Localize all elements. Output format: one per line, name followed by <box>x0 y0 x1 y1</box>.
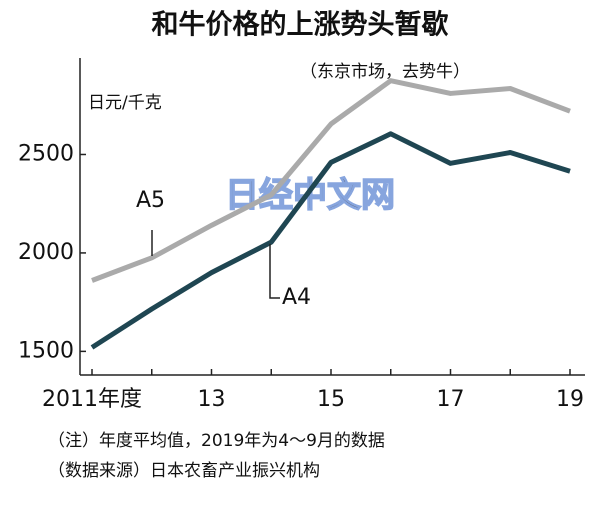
series-label: A4 <box>282 285 311 310</box>
x-tick-label: 17 <box>437 387 465 412</box>
y-axis-label: 日元/千克 <box>88 93 162 113</box>
y-tick-label: 2500 <box>18 141 74 166</box>
x-tick-label: 19 <box>556 387 584 412</box>
chart-subtitle: （东京市场，去势牛） <box>300 62 470 82</box>
x-tick-label: 13 <box>198 387 226 412</box>
series-label: A5 <box>136 188 165 213</box>
y-tick-label: 1500 <box>18 338 74 363</box>
watermark: 日经中文网 <box>225 176 395 216</box>
note: （注）年度平均值，2019年为4～9月的数据 <box>48 431 385 451</box>
x-tick-label: 2011年度 <box>42 387 142 412</box>
x-tick-label: 15 <box>317 387 345 412</box>
series-line <box>90 131 571 350</box>
chart-title: 和牛价格的上涨势头暂歇 <box>152 9 449 41</box>
note: （数据来源）日本农畜产业振兴机构 <box>48 461 320 481</box>
series-line <box>91 78 571 283</box>
label-leader <box>269 244 280 299</box>
y-tick-label: 2000 <box>18 240 74 265</box>
